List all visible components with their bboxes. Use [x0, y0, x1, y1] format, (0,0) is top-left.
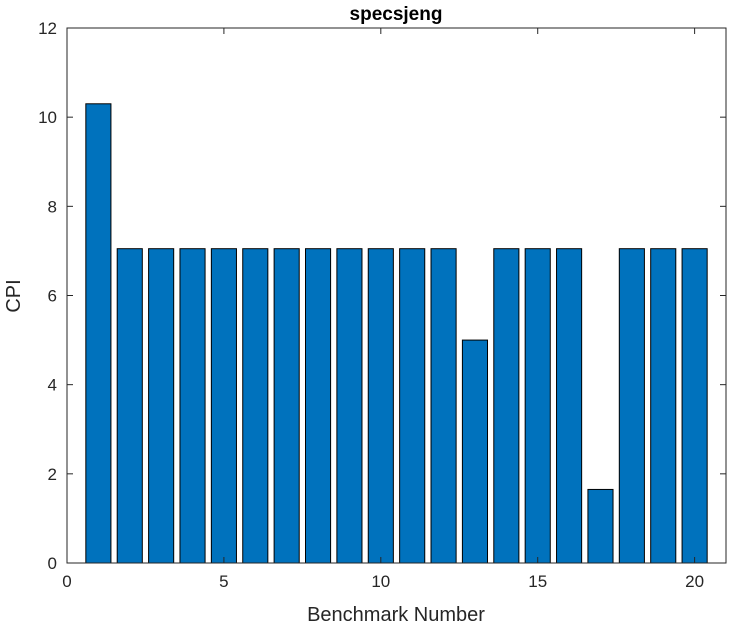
bar-18 [618, 248, 645, 564]
x-tick-label-10: 10 [371, 572, 390, 591]
bar-4 [179, 248, 206, 564]
bar-20 [681, 248, 708, 564]
bar-10 [367, 248, 394, 564]
x-tick-label-0: 0 [62, 572, 71, 591]
y-tick-label-8: 8 [48, 197, 57, 216]
bar-19 [650, 248, 677, 564]
x-axis-label: Benchmark Number [307, 604, 485, 626]
y-axis-label: CPI [3, 279, 25, 312]
bar-6 [242, 248, 269, 564]
y-tick-label-0: 0 [48, 554, 57, 573]
y-tick-label-4: 4 [48, 376, 57, 395]
bar-12 [430, 248, 457, 564]
bar-3 [148, 248, 175, 564]
plot-background [67, 28, 726, 563]
x-tick-label-15: 15 [528, 572, 547, 591]
bar-17 [587, 488, 614, 564]
bar-2 [116, 248, 143, 564]
bar-7 [273, 248, 300, 564]
x-tick-label-5: 5 [219, 572, 228, 591]
bar-15 [524, 248, 551, 564]
plot-area: 0 5 10 15 20 0 2 4 6 8 10 12 [38, 19, 727, 591]
bar-13 [461, 339, 489, 564]
y-tick-label-6: 6 [48, 287, 57, 306]
x-tick-label-20: 20 [685, 572, 704, 591]
chart-title: specsjeng [350, 4, 443, 25]
bar-14 [493, 248, 520, 564]
bar-5 [210, 248, 237, 564]
y-tick-label-10: 10 [38, 108, 57, 127]
y-tick-label-2: 2 [48, 465, 57, 484]
bar-9 [336, 248, 363, 564]
bar-11 [399, 248, 426, 564]
bar-1 [85, 103, 112, 564]
bar-16 [556, 248, 583, 564]
bar-8 [304, 248, 332, 564]
y-tick-label-12: 12 [38, 19, 57, 38]
